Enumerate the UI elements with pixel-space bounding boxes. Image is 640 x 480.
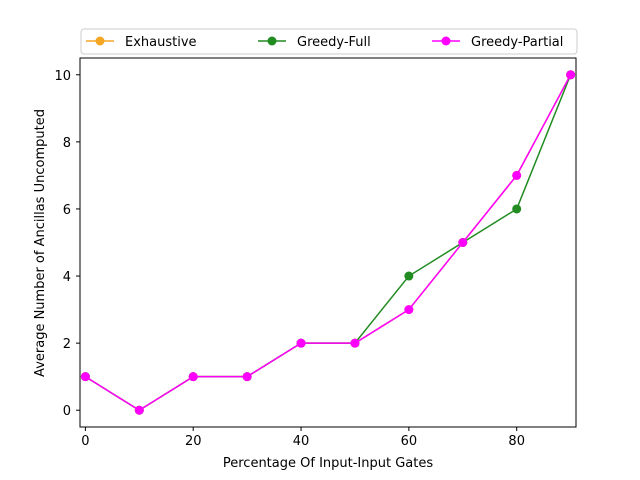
x-tick-label-80: 80 [508,434,525,449]
data-point-greedy-full-60 [404,271,414,281]
x-tick-label-60: 60 [401,434,418,449]
legend-marker-exhaustive [95,36,105,46]
legend: Exhaustive Greedy-Full Greedy-Partial [80,28,578,55]
data-point-greedy-partial-20 [188,372,198,382]
x-tick-label-20: 20 [185,434,202,449]
data-point-greedy-partial-50 [350,338,360,348]
y-tick-label-4: 4 [63,270,71,285]
y-tick-label-6: 6 [63,203,71,218]
data-point-greedy-partial-40 [296,338,306,348]
legend-marker-greedy-partial [441,36,451,46]
x-tick-label-40: 40 [293,434,310,449]
legend-label-greedy-partial: Greedy-Partial [471,35,563,50]
series-layer [80,70,576,415]
data-point-greedy-partial-0 [80,372,90,382]
y-tick-label-8: 8 [63,136,71,151]
y-tick-label-2: 2 [63,337,71,352]
x-axis-ticks: 0 20 40 60 80 [81,427,525,449]
y-tick-label-10: 10 [54,69,71,84]
data-point-greedy-partial-30 [242,372,252,382]
legend-label-greedy-full: Greedy-Full [297,35,371,50]
x-tick-label-0: 0 [81,434,89,449]
data-point-greedy-partial-70 [458,238,468,247]
data-point-greedy-partial-10 [134,405,144,415]
y-axis-ticks: 0 2 4 6 8 10 [54,69,80,419]
legend-marker-greedy-full [267,36,277,46]
data-point-greedy-partial-90 [566,70,576,80]
x-axis-label: Percentage Of Input-Input Gates [223,456,433,471]
data-point-greedy-partial-60 [404,305,414,315]
legend-box [80,28,578,55]
y-axis-label: Average Number of Ancillas Uncomputed [33,109,48,377]
y-tick-label-0: 0 [63,404,71,419]
plot-area-frame [79,57,577,428]
series-line-greedy-partial [84,74,572,412]
data-point-greedy-full-80 [512,204,522,214]
legend-label-exhaustive: Exhaustive [125,35,197,50]
data-point-greedy-partial-80 [512,170,522,180]
